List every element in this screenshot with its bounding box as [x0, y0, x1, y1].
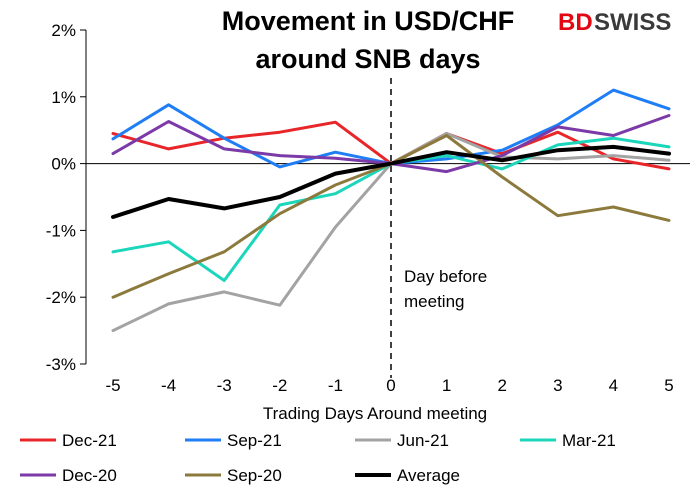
y-tick-label: 0% — [51, 155, 76, 174]
y-tick-label: 1% — [51, 88, 76, 107]
legend-item-jun-21: Jun-21 — [355, 431, 449, 450]
x-axis-label: Trading Days Around meeting — [263, 404, 487, 423]
legend-item-sep-20: Sep-20 — [185, 466, 282, 485]
y-tick-label: 2% — [51, 21, 76, 40]
x-tick-label: 4 — [609, 376, 618, 395]
x-tick-label: 2 — [497, 376, 506, 395]
annotation-line-1: Day before — [404, 267, 487, 286]
legend: Dec-21 Sep-21 Jun-21 Mar-21 Dec-20 Sep-20 Aver… — [20, 431, 616, 485]
brand-logo-bd: BD — [558, 9, 593, 36]
brand-logo: BD SWISS — [558, 9, 671, 36]
legend-label: Sep-21 — [227, 431, 282, 450]
chart-title-line-2: around SNB days — [255, 44, 480, 74]
x-tick-label: 1 — [442, 376, 451, 395]
x-tick-label: -1 — [328, 376, 343, 395]
x-tick-label: 0 — [386, 376, 395, 395]
chart-title-line-1: Movement in USD/CHF — [222, 6, 515, 36]
legend-label: Dec-20 — [62, 466, 117, 485]
legend-item-average: Average — [355, 466, 460, 485]
annotation-line-2: meeting — [404, 292, 464, 311]
x-tick-label: 5 — [664, 376, 673, 395]
legend-item-sep-21: Sep-21 — [185, 431, 282, 450]
legend-item-dec-21: Dec-21 — [20, 431, 117, 450]
legend-item-dec-20: Dec-20 — [20, 466, 117, 485]
y-tick-label: -2% — [46, 288, 76, 307]
y-tick-label: -1% — [46, 221, 76, 240]
legend-label: Average — [397, 466, 460, 485]
x-tick-label: -4 — [161, 376, 176, 395]
series-line-average — [111, 144, 671, 219]
legend-label: Sep-20 — [227, 466, 282, 485]
x-tick-label: -5 — [105, 376, 120, 395]
series-layer — [111, 88, 671, 333]
brand-logo-swiss: SWISS — [594, 9, 671, 36]
y-tick-label: -3% — [46, 355, 76, 374]
x-tick-label: -2 — [272, 376, 287, 395]
legend-label: Dec-21 — [62, 431, 117, 450]
legend-label: Jun-21 — [397, 431, 449, 450]
x-tick-label: -3 — [217, 376, 232, 395]
legend-label: Mar-21 — [562, 431, 616, 450]
x-tick-label: 3 — [553, 376, 562, 395]
legend-item-mar-21: Mar-21 — [520, 431, 616, 450]
